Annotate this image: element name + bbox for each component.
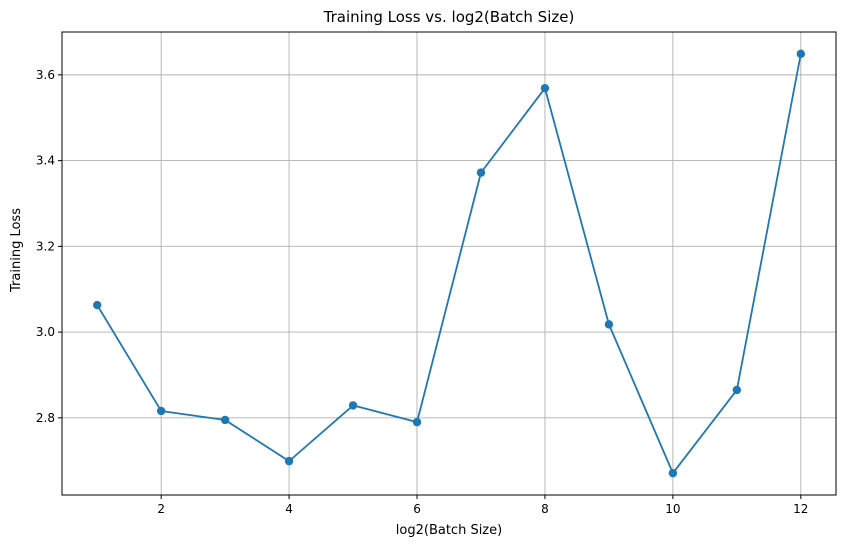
grid-lines [62,32,836,495]
data-point [476,168,486,177]
data-point [412,417,422,427]
plot-frame [61,31,837,496]
data-point [156,406,166,416]
data-point [348,401,358,410]
data-point [92,300,102,310]
data-point [796,49,806,59]
x-tick-label: 8 [541,502,549,516]
x-tick-label: 4 [285,502,293,516]
data-point [540,83,550,93]
y-tick-label: 3.2 [36,239,55,253]
x-axis-label: log2(Batch Size) [396,523,502,538]
tick-marks [58,74,802,499]
x-tick-label: 10 [665,502,680,516]
data-point [284,456,294,466]
x-tick-label: 6 [413,502,421,516]
data-point [732,385,742,395]
y-tick-label: 3.0 [36,325,55,339]
x-tick-label: 12 [793,502,808,516]
y-tick-label: 3.4 [36,154,55,168]
series-line [96,53,802,475]
y-tick-label: 3.6 [36,68,55,82]
tick-labels: 2 4 6 8 10 12 2.8 3.0 3.2 3.4 3.6 [36,68,809,516]
x-tick-label: 2 [157,502,165,516]
chart-title: Training Loss vs. log2(Batch Size) [323,8,575,26]
y-axis-label: Training Loss [9,208,24,293]
data-point [604,320,614,329]
y-tick-label: 2.8 [36,411,55,425]
data-point [668,468,678,478]
data-point [220,415,230,425]
series-layer [92,49,806,478]
